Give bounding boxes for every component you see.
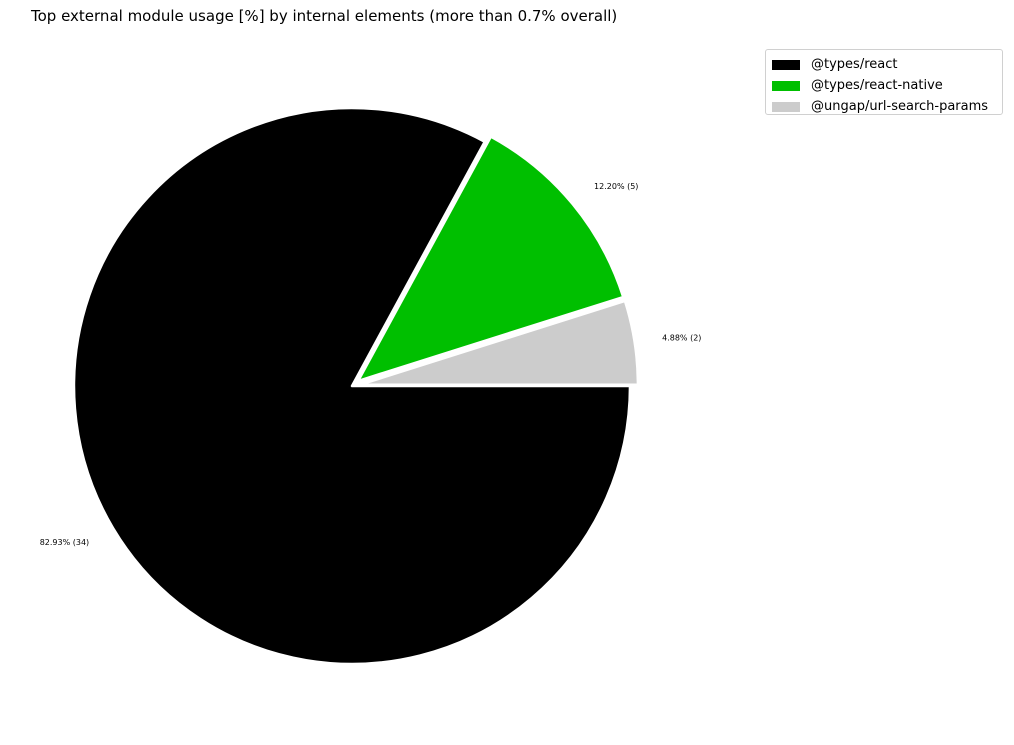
chart-title: Top external module usage [%] by interna… bbox=[31, 7, 618, 25]
legend-label: @types/react-native bbox=[811, 78, 943, 93]
slice-data-label: 4.88% (2) bbox=[662, 334, 701, 343]
legend-swatch bbox=[772, 80, 800, 91]
legend-label: @ungap/url-search-params bbox=[811, 99, 989, 114]
pie-slice-types-react-native bbox=[356, 135, 625, 383]
slice-data-label: 82.93% (34) bbox=[40, 538, 89, 547]
chart-legend: @types/react @types/react-native @ungap/… bbox=[765, 49, 1003, 115]
legend-swatch bbox=[772, 59, 800, 70]
pie-slice-types-react bbox=[72, 106, 632, 666]
legend-item-ungap-url-search-params: @ungap/url-search-params bbox=[772, 96, 1002, 117]
legend-item-types-react-native: @types/react-native bbox=[772, 75, 1002, 96]
slice-data-label: 12.20% (5) bbox=[594, 182, 638, 191]
legend-swatch bbox=[772, 101, 800, 112]
legend-label: @types/react bbox=[811, 57, 898, 72]
legend-item-types-react: @types/react bbox=[772, 54, 1002, 75]
pie-slice-ungap-url-search-params bbox=[358, 299, 640, 387]
